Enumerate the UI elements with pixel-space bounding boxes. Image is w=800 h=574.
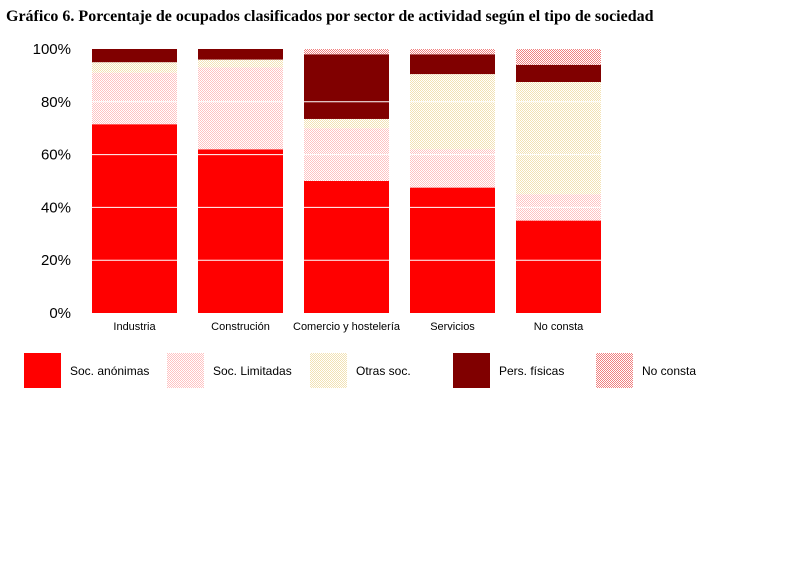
bar-comercio-y-hosteleria-otras-soc [304,118,389,129]
bar-comercio-y-hosteleria-no-consta [304,49,389,55]
legend-label-pers-fisicas: Pers. físicas [499,364,564,378]
legend-swatch-no-consta [596,353,633,388]
bar-no-consta-pers-fisicas [516,64,601,82]
bar-industria-soc-limitadas [92,72,177,125]
bar-industria-otras-soc [92,62,177,73]
y-tick-label: 20% [41,252,71,269]
bar-servicios-no-consta [410,49,495,55]
x-tick-label: Industria [113,321,156,333]
bar-no-consta-no-consta [516,49,601,65]
x-tick-label: No consta [534,321,584,333]
legend-label-soc-anonimas: Soc. anónimas [70,364,149,378]
bar-construcion-pers-fisicas [198,49,283,60]
legend-label-soc-limitadas: Soc. Limitadas [213,364,292,378]
x-tick-label: Construción [211,321,270,333]
bar-comercio-y-hosteleria-pers-fisicas [304,54,389,119]
y-tick-label: 40% [41,199,71,216]
bar-industria-pers-fisicas [92,49,177,63]
bar-servicios-otras-soc [410,74,495,150]
x-tick-label: Comercio y hostelería [293,321,401,333]
y-tick-label: 0% [49,305,71,322]
bar-servicios-soc-limitadas [410,149,495,188]
legend-swatch-pers-fisicas [453,353,490,388]
y-axis: 0% 20% 40% 60% 80% 100% [33,41,71,322]
bar-construcion-soc-anonimas [198,149,283,313]
legend-swatch-otras-soc [310,353,347,388]
legend-swatch-soc-limitadas [167,353,204,388]
bar-no-consta-soc-anonimas [516,220,601,313]
legend-label-otras-soc: Otras soc. [356,364,411,378]
bar-servicios-pers-fisicas [410,54,495,75]
legend-label-no-consta: No consta [642,364,696,378]
x-tick-label: Servicios [430,321,475,333]
x-axis: Industria Construción Comercio y hostelerí… [113,321,584,333]
bar-servicios-soc-anonimas [410,187,495,313]
y-tick-label: 80% [41,94,71,111]
bar-construcion-soc-limitadas [198,67,283,150]
bar-industria-soc-anonimas [92,124,177,314]
legend-swatch-soc-anonimas [24,353,61,388]
bar-comercio-y-hosteleria-soc-anonimas [304,181,389,313]
bar-no-consta-otras-soc [516,82,601,195]
y-tick-label: 60% [41,147,71,164]
bar-construcion-otras-soc [198,59,283,68]
legend: Soc. anónimas Soc. Limitadas Otras soc. Per… [24,353,696,388]
grid-layer [78,101,620,261]
chart-title: Gráfico 6. Porcentaje de ocupados clasif… [6,8,654,25]
y-tick-label: 100% [33,41,71,58]
bars-layer [92,49,601,314]
